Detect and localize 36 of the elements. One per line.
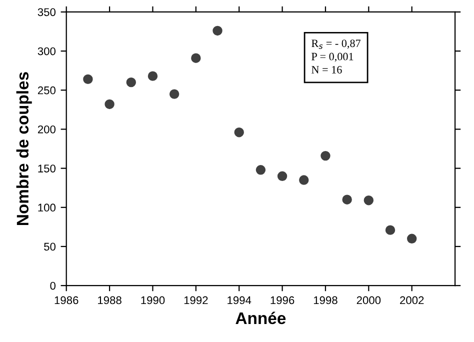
point (191, 53, 201, 63)
y-axis-title: Nombre de couples (16, 72, 32, 225)
x-tick-label: 1992 (184, 296, 208, 304)
point (148, 71, 158, 81)
x-tick-label: 1998 (314, 296, 338, 304)
point (364, 196, 374, 206)
point (342, 194, 352, 204)
point (385, 225, 396, 235)
point (299, 175, 309, 185)
x-tick-label: 1994 (228, 296, 252, 304)
x-tick-label: 2002 (400, 296, 424, 304)
point (277, 171, 288, 181)
y-tick-label: 200 (38, 125, 56, 134)
y-tick-label: 350 (38, 8, 56, 16)
point (169, 89, 180, 99)
y-tick-label: 250 (38, 86, 56, 94)
point (406, 234, 417, 244)
x-tick-label: 1986 (54, 296, 78, 304)
point (104, 99, 114, 110)
y-tick-label: 300 (38, 47, 56, 56)
x-tick-label: 1996 (270, 296, 294, 304)
y-tick-label: 50 (44, 242, 56, 251)
y-tick-label: 100 (38, 204, 56, 212)
point (320, 150, 330, 161)
x-tick-label: 2000 (356, 296, 381, 304)
point (234, 127, 244, 138)
x-axis-title: Année (236, 312, 286, 324)
point (256, 165, 266, 175)
y-tick-label: 0 (50, 282, 56, 290)
point (212, 26, 222, 36)
point (126, 77, 136, 88)
x-tick-label: 1990 (141, 296, 165, 304)
point (83, 74, 93, 84)
x-tick-label: 1988 (98, 296, 122, 304)
annotation: R$_{s}$ = - 0,87 P = 0,001 N = 16 (312, 40, 361, 74)
y-tick-label: 150 (38, 164, 56, 172)
